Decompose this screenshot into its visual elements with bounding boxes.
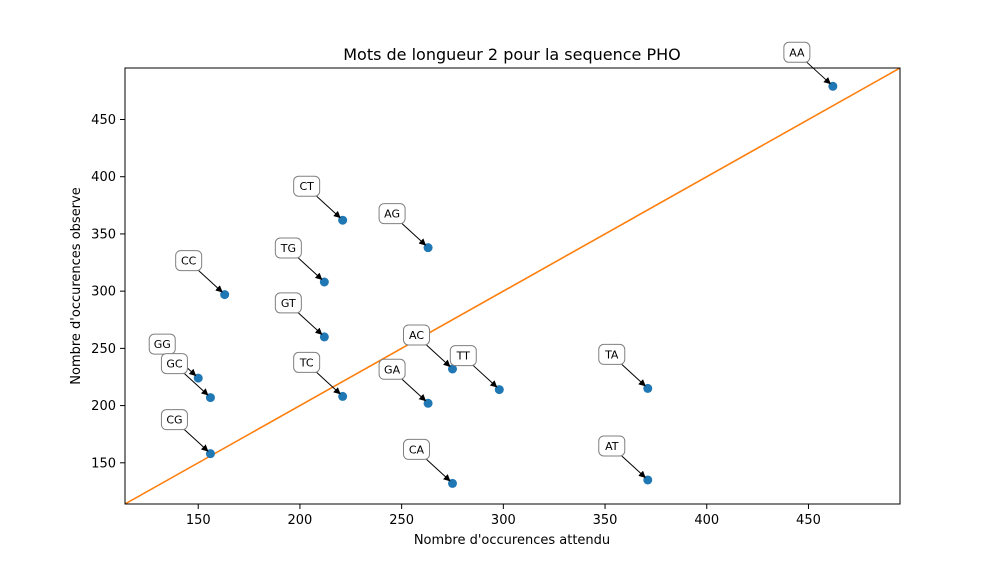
y-tick-label: 200	[91, 399, 116, 414]
chart-title: Mots de longueur 2 pour la sequence PHO	[343, 45, 681, 64]
annotation-at: AT	[598, 435, 646, 478]
annotation-ac: AC	[402, 324, 451, 367]
annotation-label: AG	[384, 208, 400, 221]
annotation-cg: CG	[160, 409, 209, 452]
annotation-arrow	[426, 459, 451, 482]
identity-line	[125, 68, 900, 504]
annotation-box	[160, 353, 188, 375]
annotation-arrow	[298, 312, 323, 335]
annotation-label: GT	[281, 297, 296, 310]
annotation-label: AT	[605, 440, 619, 453]
annotation-box	[274, 292, 302, 314]
x-tick-label: 450	[796, 513, 821, 528]
annotation-label: CT	[299, 180, 314, 193]
annotation-arrow	[621, 455, 646, 478]
x-tick-label: 350	[593, 513, 618, 528]
annotation-gt: GT	[274, 292, 323, 335]
x-tick-label: 150	[186, 513, 211, 528]
annotation-label: AA	[789, 46, 805, 59]
annotation-label: CC	[181, 255, 197, 268]
annotation-box	[160, 409, 188, 431]
y-tick-label: 400	[91, 170, 116, 185]
y-tick-label: 250	[91, 342, 116, 357]
annotation-gg: GG	[148, 333, 197, 377]
annotation-box	[148, 333, 176, 355]
annotation-gc: GC	[160, 353, 209, 396]
y-axis: 150 200 250 300 350 400 450	[91, 113, 125, 471]
annotation-label: GC	[166, 358, 183, 371]
annotation-label: AC	[409, 329, 424, 342]
annotation-arrow	[806, 61, 831, 85]
annotation-box	[598, 343, 626, 365]
annotation-box	[378, 358, 406, 380]
annotation-cc: CC	[175, 250, 223, 293]
annotation-arrow	[316, 372, 341, 395]
y-tick-label: 450	[91, 113, 116, 128]
annotation-label: GG	[154, 338, 171, 351]
annotation-box	[402, 324, 430, 346]
annotation-box	[402, 438, 430, 460]
annotation-tg: TG	[274, 237, 323, 280]
x-axis-label: Nombre d'occurences attendu	[414, 533, 610, 548]
annotation-label: TT	[456, 350, 471, 363]
annotation-box	[783, 41, 811, 63]
annotation-arrow	[184, 373, 209, 396]
annotation-arrow	[426, 344, 451, 367]
annotation-box	[293, 351, 321, 373]
plot-area	[125, 68, 900, 504]
annotation-arrow	[472, 365, 498, 388]
axes-frame	[124, 67, 901, 505]
y-axis-label: Nombre d'occurences observe	[69, 187, 84, 384]
annotation-arrow	[621, 364, 646, 387]
x-tick-label: 300	[491, 513, 516, 528]
annotation-box	[175, 250, 203, 272]
x-tick-label: 400	[694, 513, 719, 528]
x-axis: 150 200 250 300 350 400 450	[186, 504, 821, 528]
annotation-aa: AA	[783, 41, 831, 85]
annotation-label: TA	[604, 348, 619, 361]
annotation-arrow	[401, 378, 427, 402]
annotation-tc: TC	[293, 351, 341, 395]
y-tick-label: 150	[91, 456, 116, 471]
annotation-label: TG	[280, 242, 296, 255]
annotation-arrow	[298, 257, 323, 280]
annotation-label: CA	[409, 443, 425, 456]
annotation-box	[274, 237, 302, 259]
annotation-arrow	[198, 270, 223, 293]
annotation-ca: CA	[402, 438, 451, 482]
annotation-arrow	[316, 195, 341, 219]
annotation-label: TC	[299, 356, 314, 369]
y-tick-label: 350	[91, 227, 116, 242]
annotation-tt: TT	[449, 345, 498, 388]
annotation-ag: AG	[378, 203, 427, 246]
y-tick-label: 300	[91, 285, 116, 300]
annotation-ct: CT	[293, 175, 341, 219]
annotation-arrow	[184, 429, 209, 452]
x-tick-label: 250	[389, 513, 414, 528]
x-tick-label: 200	[288, 513, 313, 528]
annotation-box	[378, 203, 406, 225]
annotation-box	[598, 435, 626, 457]
annotation-label: CG	[166, 414, 182, 427]
annotation-ta: TA	[598, 343, 646, 387]
annotation-ga: GA	[378, 358, 427, 402]
annotation-label: GA	[384, 363, 401, 376]
annotation-box	[293, 175, 321, 197]
annotations: AA CT AG TG CC GT AC TT TA GG GC TC GA CG CA AT	[148, 41, 831, 482]
annotation-box	[449, 345, 477, 367]
annotation-arrow	[401, 223, 427, 246]
